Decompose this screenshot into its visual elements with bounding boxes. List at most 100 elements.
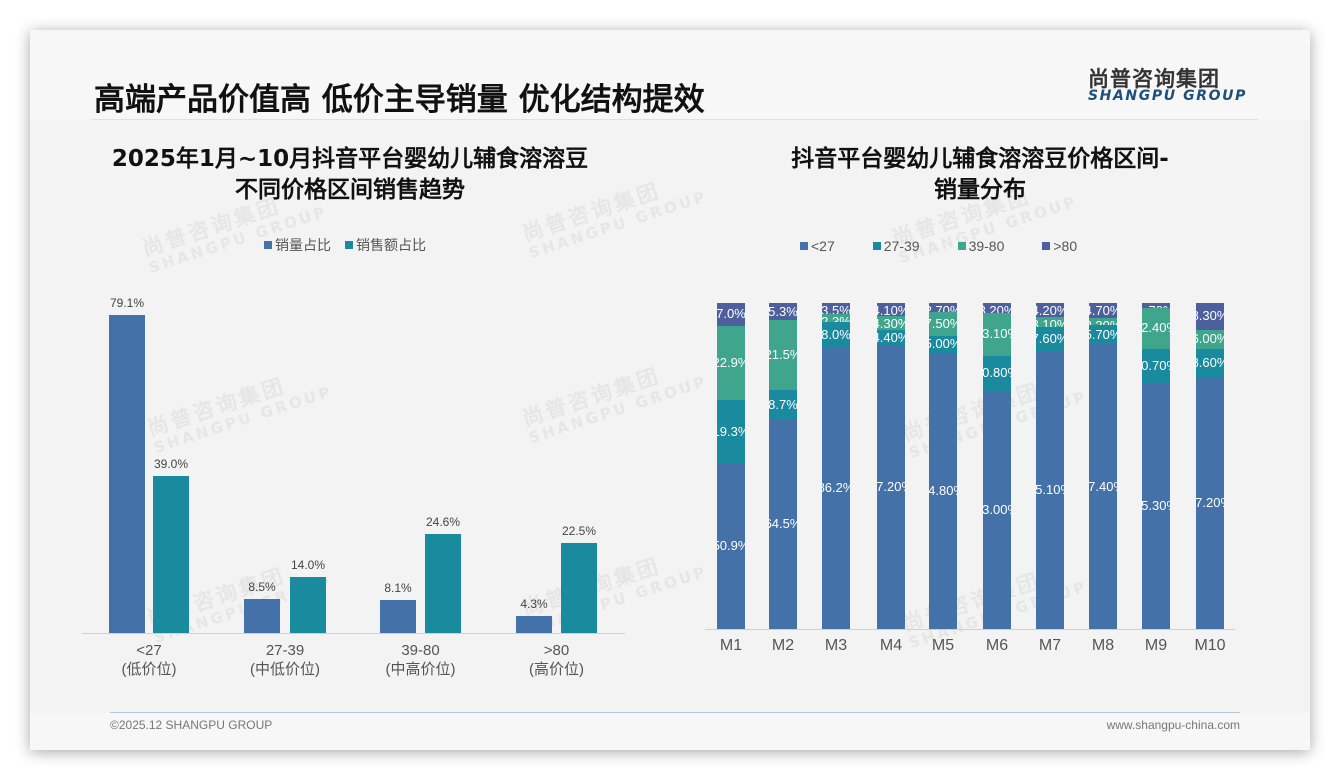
bar-volume <box>109 315 145 633</box>
left-chart-x-axis <box>82 633 625 634</box>
bar-segment: 64.5% <box>769 418 797 629</box>
segment-label: 85.10% <box>1036 482 1064 498</box>
bar-value-label: 4.3% <box>520 596 548 611</box>
segment-label: 2.3% <box>822 314 850 321</box>
segment-label: 8.60% <box>1196 355 1224 371</box>
segment-label: 3.5% <box>822 303 850 315</box>
bar-segment: 86.2% <box>822 347 850 629</box>
bar-segment: 2.3% <box>822 314 850 322</box>
left-chart-title-line1: 2025年1月~10月抖音平台婴幼儿辅食溶溶豆 <box>111 146 589 172</box>
bar-segment: 6.00% <box>1196 329 1224 350</box>
watermark-cn: 尚普咨询集团 <box>519 363 664 431</box>
segment-label: 19.3% <box>717 423 745 439</box>
bar-segment: 8.0% <box>822 321 850 348</box>
segment-label: 5.70% <box>1089 326 1117 342</box>
stacked-bar: 77.20% 8.60% 6.00% 8.30% <box>1196 303 1224 629</box>
category-label: 27-39 (中低价位) <box>225 641 345 679</box>
bar-segment: 7.50% <box>929 311 957 337</box>
segment-label: 4.30% <box>877 316 905 331</box>
bar-sales <box>425 534 461 633</box>
stacked-bar: 86.2% 8.0% 2.3%3.5% <box>822 303 850 629</box>
bar-segment: 4.10% <box>877 303 905 317</box>
logo-english: SHANGPU GROUP <box>1088 88 1247 104</box>
bar-segment: 21.5% <box>769 320 797 391</box>
segment-label: 7.0% <box>717 306 745 322</box>
stacked-bar: 84.80% 5.00% 7.50% 2.70% <box>929 303 957 629</box>
logo-chinese: 尚普咨询集团 <box>1088 67 1220 91</box>
bar-segment: 19.3% <box>717 400 745 464</box>
legend-label: 销量占比 <box>275 237 331 253</box>
bar-segment: 75.30% <box>1142 383 1170 629</box>
bar-value-label: 22.5% <box>561 523 597 538</box>
category-range: 27-39 <box>265 642 305 659</box>
bar-sales <box>153 476 189 633</box>
segment-label: 3.10% <box>1036 316 1064 327</box>
right-chart-title: 抖音平台婴幼儿辅食溶溶豆价格区间- 销量分布 <box>720 144 1240 206</box>
segment-label: 10.70% <box>1142 358 1170 374</box>
segment-label: 64.5% <box>769 515 797 531</box>
bar-segment: 12.40% <box>1142 308 1170 349</box>
category-tier: (中低价位) <box>250 661 320 678</box>
month-label: M4 <box>879 637 903 654</box>
segment-label: 4.20% <box>1036 303 1064 317</box>
bar-segment: 84.80% <box>929 352 957 629</box>
watermark-en: SHANGPU GROUP <box>151 382 335 458</box>
legend-label: 39-80 <box>968 238 1005 254</box>
month-label: M7 <box>1038 637 1062 654</box>
category-range: >80 <box>543 642 570 659</box>
bar-segment: 2.30% <box>1089 317 1117 326</box>
bar-segment: 8.30% <box>1196 303 1224 330</box>
month-label: M9 <box>1144 637 1168 654</box>
legend-swatch-icon <box>872 242 881 250</box>
legend-swatch-icon <box>800 242 808 250</box>
footer-website[interactable]: www.shangpu-china.com <box>1106 718 1240 732</box>
stacked-bar: 85.10% 7.60% 3.10%4.20% <box>1036 303 1064 629</box>
bar-segment: 10.70% <box>1142 348 1170 384</box>
month-label: M10 <box>1194 637 1226 654</box>
segment-label: 21.5% <box>769 347 797 363</box>
stacked-bar: 64.5% 8.7% 21.5% 5.3% <box>769 303 797 629</box>
category-label: <27 (低价位) <box>89 641 209 679</box>
month-label: M6 <box>985 637 1009 654</box>
right-chart-title-line2: 销量分布 <box>934 177 1026 203</box>
segment-label: 84.80% <box>929 482 957 498</box>
legend-label: 27-39 <box>883 238 920 254</box>
legend-label: 销售额占比 <box>356 237 426 253</box>
month-label: M2 <box>771 637 795 654</box>
segment-label: 2.70% <box>929 303 957 312</box>
bar-segment: 4.30% <box>877 316 905 331</box>
header-divider <box>92 119 1258 120</box>
legend-item-2: 39-80 <box>957 238 1005 254</box>
right-chart-x-axis <box>705 629 1235 630</box>
segment-label: 1.70% <box>1142 303 1170 308</box>
bar-segment: 87.20% <box>877 344 905 629</box>
bar-segment: 4.20% <box>1036 303 1064 317</box>
bar-segment: 3.10% <box>1036 316 1064 327</box>
bar-segment: 5.3% <box>769 303 797 321</box>
month-label: M5 <box>931 637 955 654</box>
bar-sales <box>561 542 597 633</box>
category-range: 39-80 <box>401 642 440 659</box>
month-label: M3 <box>824 637 848 654</box>
bar-value-label: 8.5% <box>248 579 276 594</box>
bar-segment: 2.70% <box>929 303 957 312</box>
legend-swatch-icon <box>1042 242 1051 250</box>
legend-item-volume: 销量占比 <box>264 235 331 255</box>
legend-swatch-icon <box>957 242 966 250</box>
segment-label: 86.2% <box>822 480 850 496</box>
segment-label: 75.30% <box>1142 498 1170 514</box>
segment-label: 73.00% <box>983 502 1011 517</box>
bar-segment: 85.10% <box>1036 351 1064 629</box>
stacked-bar: 73.00% 10.80% 13.10% 3.20% <box>983 303 1011 629</box>
bar-segment: 73.00% <box>983 391 1011 629</box>
bar-segment: 3.20% <box>983 303 1011 314</box>
bar-value-label: 39.0% <box>153 457 189 472</box>
segment-label: 13.10% <box>983 326 1011 342</box>
category-tier: (中高价位) <box>385 661 456 678</box>
category-tier: (低价位) <box>121 661 177 678</box>
segment-label: 4.10% <box>877 303 905 317</box>
legend-item-0: <27 <box>800 238 835 254</box>
legend-swatch-icon <box>345 241 353 249</box>
